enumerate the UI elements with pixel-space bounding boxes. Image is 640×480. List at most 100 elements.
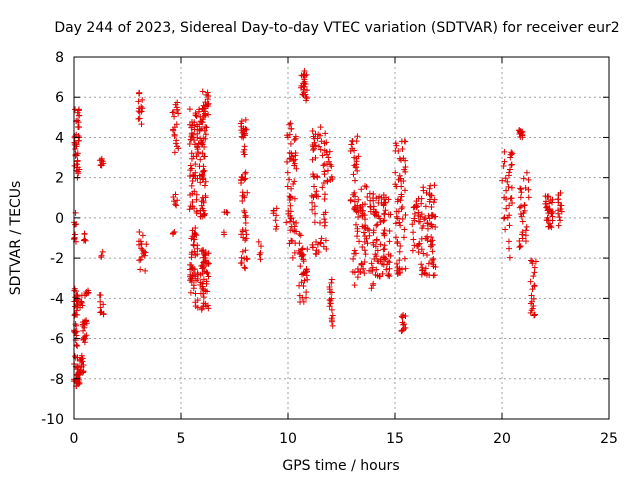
data-point [197, 281, 204, 288]
data-point [374, 257, 381, 264]
data-point [349, 138, 356, 145]
data-point [287, 140, 294, 147]
data-point [549, 208, 556, 215]
data-point [519, 235, 526, 242]
data-point [272, 226, 279, 233]
data-point [361, 270, 368, 277]
data-point [373, 266, 380, 273]
axis-ticks: 0 5 10 15 20 25 -10 -8 -6 -4 -2 0 2 4 6 8 [41, 50, 618, 447]
data-point [396, 257, 403, 264]
data-point [431, 196, 438, 203]
data-point [381, 217, 388, 224]
data-point [525, 176, 532, 183]
data-point [419, 266, 426, 273]
data-point [423, 271, 430, 278]
data-point [399, 146, 406, 153]
data-point [286, 218, 293, 225]
data-point [194, 297, 201, 304]
data-point [238, 174, 245, 181]
data-point [192, 161, 199, 168]
data-point [309, 244, 316, 251]
data-point [81, 318, 88, 325]
data-point [531, 282, 538, 289]
data-point [530, 295, 537, 302]
data-point [325, 154, 332, 161]
data-point [358, 260, 365, 267]
data-point [244, 189, 251, 196]
data-point [323, 149, 330, 156]
data-point [138, 245, 145, 252]
data-point [430, 199, 437, 206]
data-point [372, 243, 379, 250]
data-point [196, 172, 203, 179]
data-point [293, 219, 300, 226]
data-point [171, 198, 178, 205]
data-point [301, 83, 308, 90]
data-point [301, 68, 308, 75]
data-point [360, 265, 367, 272]
data-point [74, 164, 81, 171]
data-point [383, 266, 390, 273]
data-point [136, 90, 143, 97]
data-point [194, 270, 201, 277]
data-point [399, 203, 406, 210]
data-point [522, 238, 529, 245]
data-point [366, 267, 373, 274]
data-point [137, 266, 144, 273]
data-point [201, 258, 208, 265]
data-point [394, 198, 401, 205]
data-point [310, 145, 317, 152]
data-point [205, 111, 212, 118]
data-point [286, 240, 293, 247]
data-point [174, 106, 181, 113]
data-point [425, 225, 432, 232]
data-point [317, 146, 324, 153]
data-point [351, 205, 358, 212]
data-point [299, 245, 306, 252]
data-point [502, 175, 509, 182]
data-point [303, 289, 310, 296]
data-point [172, 140, 179, 147]
data-point [100, 311, 107, 318]
x-tick-label: 20 [493, 431, 511, 447]
data-point [194, 245, 201, 252]
data-point [351, 198, 358, 205]
data-point [241, 264, 248, 271]
data-point [74, 304, 81, 311]
data-point [420, 250, 427, 257]
data-point [366, 190, 373, 197]
data-point [289, 238, 296, 245]
data-point [531, 269, 538, 276]
data-point [372, 271, 379, 278]
data-point [174, 197, 181, 204]
data-point [75, 112, 82, 119]
data-point [409, 247, 416, 254]
data-point [292, 133, 299, 140]
data-point [354, 233, 361, 240]
data-point [198, 125, 205, 132]
data-point [429, 223, 436, 230]
y-tick-label: 4 [55, 130, 64, 146]
data-point [519, 231, 526, 238]
data-point [517, 186, 524, 193]
data-point [205, 273, 212, 280]
data-point [549, 199, 556, 206]
data-point [238, 231, 245, 238]
data-point [376, 273, 383, 280]
data-point [197, 207, 204, 214]
data-point [71, 234, 78, 241]
data-point [298, 279, 305, 286]
data-point [393, 260, 400, 267]
data-point [297, 263, 304, 270]
data-point [369, 264, 376, 271]
data-point [401, 255, 408, 262]
grid [74, 57, 609, 419]
data-point [398, 193, 405, 200]
data-point [556, 214, 563, 221]
data-point [546, 200, 553, 207]
data-point [138, 121, 145, 128]
data-point [420, 184, 427, 191]
data-point [270, 210, 277, 217]
data-point [284, 134, 291, 141]
data-point [240, 131, 247, 138]
